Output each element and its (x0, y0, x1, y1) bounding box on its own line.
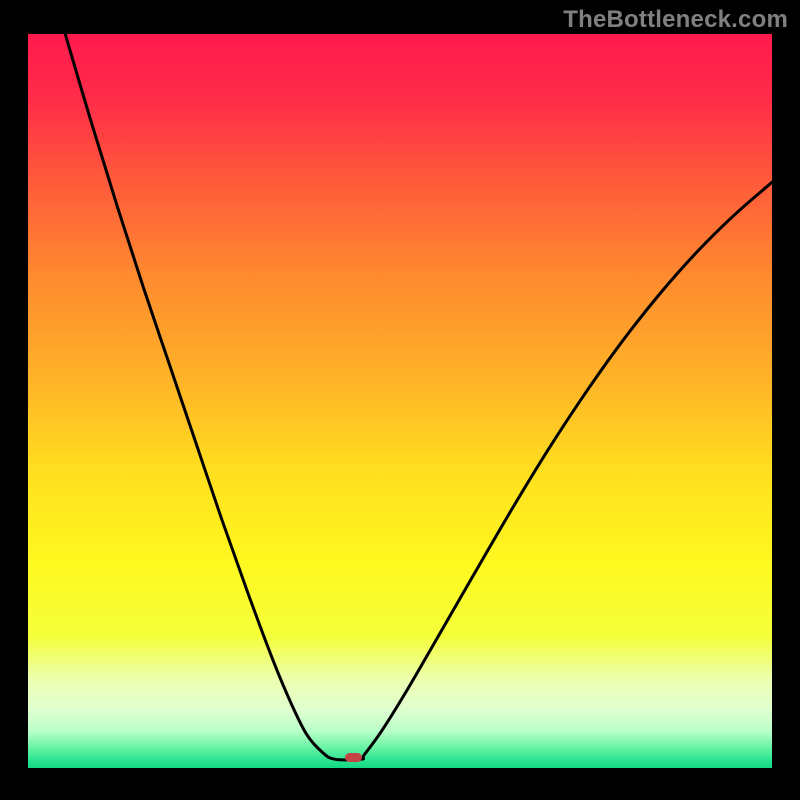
watermark-text: TheBottleneck.com (563, 6, 788, 34)
plot-area (28, 34, 772, 768)
optimal-point-marker (345, 753, 362, 763)
bottleneck-curve (65, 34, 772, 760)
curve-layer (28, 34, 772, 768)
